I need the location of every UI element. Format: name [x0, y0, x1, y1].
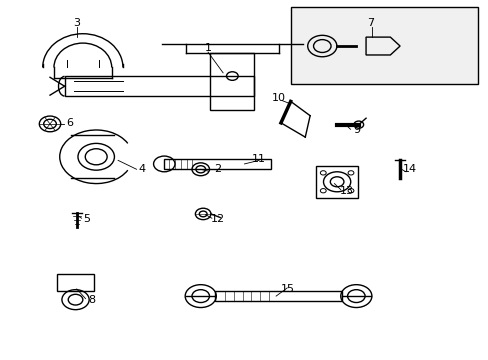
Text: 4: 4: [139, 164, 145, 174]
Bar: [215, 291, 341, 301]
Text: 1: 1: [204, 43, 211, 53]
Text: 14: 14: [402, 164, 416, 174]
Bar: [164, 159, 271, 169]
Text: 11: 11: [252, 154, 265, 163]
Text: 10: 10: [271, 93, 285, 103]
Text: 15: 15: [281, 284, 295, 294]
Text: 8: 8: [88, 295, 95, 305]
Text: 12: 12: [210, 214, 224, 224]
Bar: [210, 53, 254, 111]
Text: 3: 3: [73, 18, 80, 28]
Text: 7: 7: [366, 18, 374, 28]
Bar: [290, 7, 477, 84]
Bar: [57, 274, 94, 291]
Bar: [64, 76, 254, 96]
Bar: [316, 166, 357, 198]
Text: 6: 6: [66, 118, 73, 128]
Text: 2: 2: [214, 164, 221, 174]
Text: 5: 5: [83, 214, 90, 224]
Text: 9: 9: [352, 125, 359, 135]
Text: 13: 13: [339, 186, 353, 196]
